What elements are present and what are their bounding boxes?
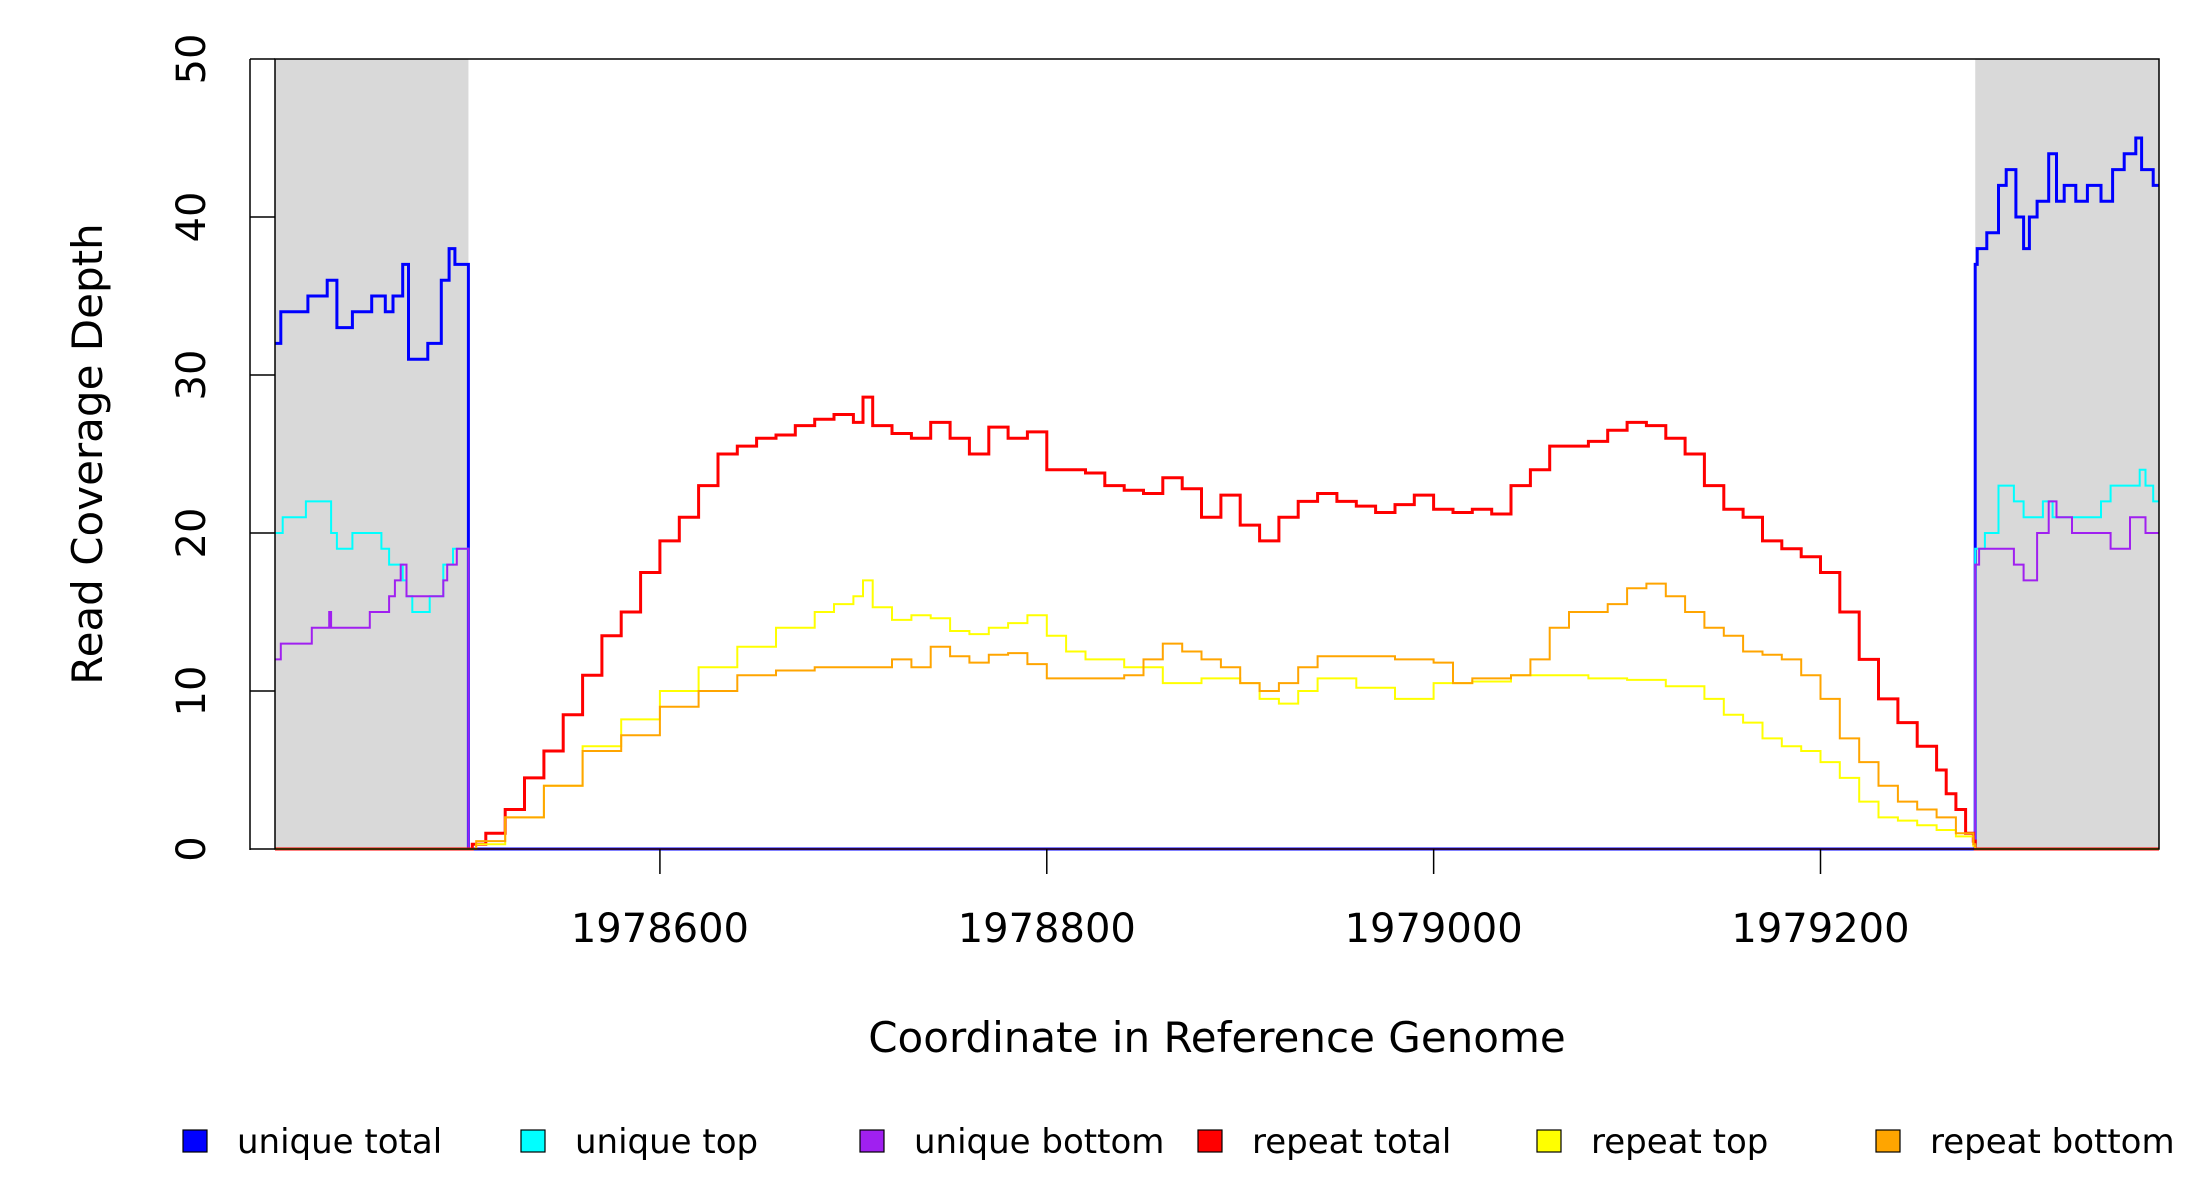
x-tick-label: 1979000 [1345, 906, 1523, 952]
x-axis-ticks: 1978600 1978800 1979000 1979200 [571, 849, 1910, 952]
series-line-repeat-bottom [275, 582, 2159, 850]
y-axis-ticks: 0 10 20 30 40 50 [169, 34, 275, 862]
legend-swatch-unique-bottom [859, 1129, 885, 1153]
legend-swatch-unique-total [182, 1129, 208, 1153]
plot-frame [274, 58, 2160, 850]
series-line-unique-total [275, 136, 2159, 851]
y-tick-label: 40 [169, 192, 215, 243]
legend-swatch-repeat-bottom [1875, 1129, 1901, 1153]
y-axis-label: Read Coverage Depth [63, 223, 112, 684]
y-tick-label: 0 [169, 836, 215, 861]
series-line-repeat-total [275, 395, 2159, 851]
x-tick-label: 1978800 [958, 906, 1136, 952]
y-tick-label: 10 [169, 666, 215, 717]
y-tick-label: 30 [169, 350, 215, 401]
legend-swatch-repeat-top [1536, 1129, 1562, 1153]
y-tick-label: 50 [169, 34, 215, 85]
excluded-region-shading [275, 59, 2159, 849]
legend: unique total unique top unique bottom repea… [182, 1122, 2175, 1162]
series-line-repeat-top [275, 579, 2159, 850]
x-tick-label: 1979200 [1731, 906, 1909, 952]
series-lines [275, 136, 2159, 851]
legend-label-repeat-top: repeat top [1591, 1122, 1768, 1162]
y-tick-label: 20 [169, 508, 215, 559]
legend-swatch-unique-top [520, 1129, 546, 1153]
legend-label-unique-bottom: unique bottom [914, 1122, 1164, 1162]
legend-label-unique-top: unique top [575, 1122, 758, 1162]
x-axis-label: Coordinate in Reference Genome [868, 1013, 1566, 1062]
legend-label-repeat-total: repeat total [1252, 1122, 1451, 1162]
legend-swatch-repeat-total [1197, 1129, 1223, 1153]
series-line-unique-bottom [275, 500, 2159, 850]
legend-label-repeat-bottom: repeat bottom [1930, 1122, 2175, 1162]
shaded-region-2 [1975, 59, 2159, 849]
shaded-region-1 [275, 59, 469, 849]
x-tick-label: 1978600 [571, 906, 749, 952]
legend-label-unique-total: unique total [237, 1122, 442, 1162]
